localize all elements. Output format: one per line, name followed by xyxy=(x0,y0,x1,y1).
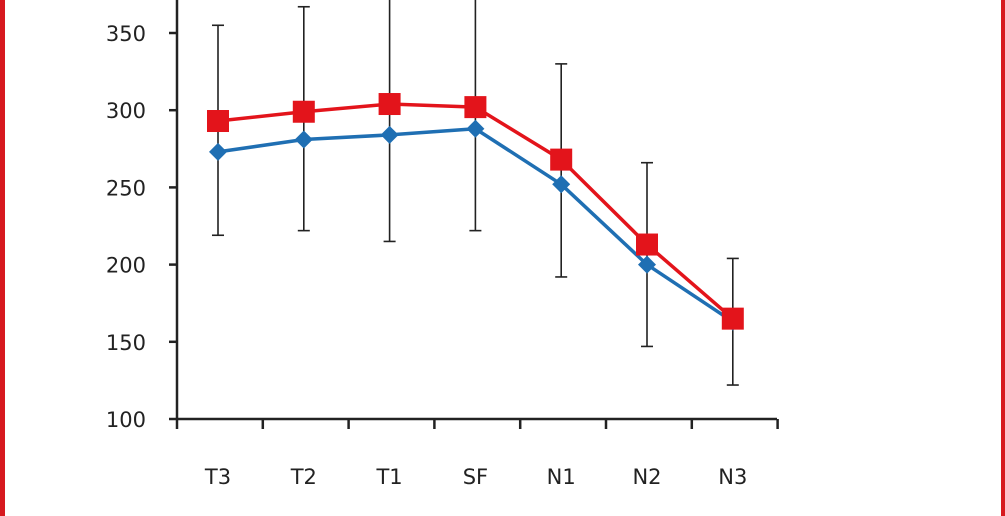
y-tick-label: 250 xyxy=(106,176,146,200)
data-point-square xyxy=(636,233,658,256)
data-point-square xyxy=(721,307,744,330)
x-tick-label: N2 xyxy=(632,465,661,489)
frame-border-left xyxy=(0,0,5,516)
data-point-diamond xyxy=(380,125,399,144)
series-markers xyxy=(207,93,744,331)
x-tick-label: T3 xyxy=(204,465,231,489)
y-tick-label: 200 xyxy=(106,254,146,278)
y-tick-label: 100 xyxy=(106,408,146,432)
y-tick-label: 350 xyxy=(106,22,146,46)
data-point-square xyxy=(464,96,487,119)
data-point-square xyxy=(292,100,315,123)
data-point-diamond xyxy=(638,255,656,274)
data-point-square xyxy=(207,110,229,133)
y-tick-label: 300 xyxy=(106,99,146,123)
frame-border-right xyxy=(1001,0,1005,516)
y-tick-label: 150 xyxy=(106,331,146,355)
error-bars xyxy=(212,0,739,386)
x-tick-label: N3 xyxy=(718,465,747,489)
data-point-square xyxy=(378,93,401,116)
data-point-diamond xyxy=(552,175,571,194)
data-point-diamond xyxy=(209,142,227,161)
data-point-diamond xyxy=(466,119,485,138)
x-tick-label: N1 xyxy=(547,465,576,489)
x-tick-label: SF xyxy=(463,465,488,489)
axes: 100 150 200 250 300 350 T3 T2 T1 SF N1 N2 N3 xyxy=(106,0,779,489)
data-point-diamond xyxy=(294,130,313,149)
x-tick-label: T1 xyxy=(375,465,402,489)
x-tick-label: T2 xyxy=(290,465,317,489)
data-point-square xyxy=(550,148,573,171)
